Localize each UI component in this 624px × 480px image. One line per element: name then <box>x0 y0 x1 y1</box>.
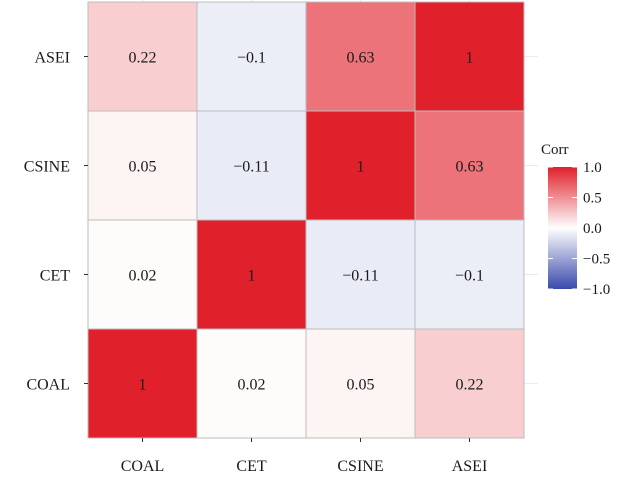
cell-value-label: −0.1 <box>237 50 266 67</box>
heatmap-cell-cet-asei <box>414 219 525 330</box>
x-tick-label: CSINE <box>337 458 383 475</box>
cell-value-label: 0.05 <box>129 159 157 176</box>
heatmap-cell-asei-csine <box>305 1 416 112</box>
heatmap-cell-csine-csine <box>305 110 416 221</box>
y-tick-label: COAL <box>26 377 70 394</box>
heatmap-cell-coal-coal <box>87 328 198 439</box>
legend-ticks: 1.0 0.5 0.0 −0.5 −1.0 <box>548 160 610 298</box>
heatmap-cells <box>87 1 525 439</box>
legend-tick-label: −1.0 <box>583 282 610 298</box>
heatmap-cell-coal-csine <box>305 328 416 439</box>
legend-tick-label: 0.0 <box>583 221 602 237</box>
cell-value-label: 0.02 <box>129 268 157 285</box>
cell-value-label: 1 <box>466 50 474 67</box>
y-tick-label: CSINE <box>24 159 70 176</box>
cell-value-label: 0.02 <box>238 377 266 394</box>
y-axis: COAL CET CSINE ASEI <box>24 50 88 394</box>
x-tick-label: COAL <box>121 458 165 475</box>
heatmap-cell-csine-cet <box>196 110 307 221</box>
cell-value-label: 0.22 <box>129 50 157 67</box>
cell-value-label: 1 <box>248 268 256 285</box>
cell-value-labels: 1 0.02 0.05 0.220.02 1 −0.11 −0.10.05 −0.11 1 0.6… <box>129 50 485 394</box>
cell-value-label: 0.05 <box>347 377 375 394</box>
cell-value-label: −0.11 <box>233 159 269 176</box>
cell-value-label: −0.11 <box>342 268 378 285</box>
x-tick-label: ASEI <box>452 458 488 475</box>
heatmap-cell-cet-csine <box>305 219 416 330</box>
legend-tick-label: 0.5 <box>583 191 602 207</box>
legend-title: Corr <box>541 142 569 158</box>
cell-value-label: −0.1 <box>455 268 484 285</box>
cell-value-label: 1 <box>139 377 147 394</box>
heatmap-cell-coal-cet <box>196 328 307 439</box>
cell-value-label: 0.22 <box>456 377 484 394</box>
heatmap-cell-coal-asei <box>414 328 525 439</box>
legend-tick-label: −0.5 <box>583 252 610 268</box>
legend-tick-label: 1.0 <box>583 160 602 176</box>
color-legend: Corr 1.0 0.5 0.0 −0.5 −1.0 <box>541 142 610 298</box>
y-tick-label: CET <box>40 268 70 285</box>
heatmap-cell-csine-coal <box>87 110 198 221</box>
heatmap-cell-asei-asei <box>414 1 525 112</box>
cell-value-label: 0.63 <box>347 50 375 67</box>
x-axis: COAL CET CSINE ASEI <box>121 438 488 475</box>
x-tick-label: CET <box>236 458 266 475</box>
cell-value-label: 0.63 <box>456 159 484 176</box>
heatmap-cell-cet-coal <box>87 219 198 330</box>
y-tick-label: ASEI <box>34 50 70 67</box>
heatmap-cell-asei-cet <box>196 1 307 112</box>
cell-value-label: 1 <box>357 159 365 176</box>
heatmap-cell-asei-coal <box>87 1 198 112</box>
heatmap-cell-csine-asei <box>414 110 525 221</box>
